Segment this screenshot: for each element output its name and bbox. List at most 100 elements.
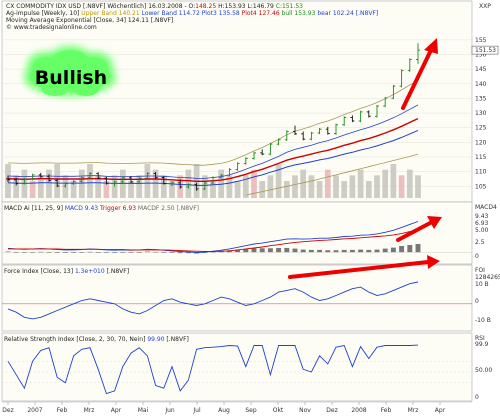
title-part: Force Index [Close, 13]	[4, 268, 73, 275]
volume-bar	[103, 181, 110, 198]
price-panel: 105110115120125130135140145150155151.53 …	[1, 0, 499, 203]
x-tick-label: 2007	[27, 407, 42, 414]
rsi-axis-label: 0	[475, 394, 479, 401]
price-bar	[252, 151, 256, 160]
title-part: H:153.93	[216, 3, 246, 10]
macd-tag: MACD4	[475, 204, 497, 211]
macdf-bar	[267, 248, 273, 253]
macdf-bar	[177, 252, 183, 254]
macdf-bar	[120, 252, 126, 253]
force-index-panel: 1284265710 B 0 -10 B Force Index [Close, 1…	[1, 255, 500, 332]
title-part: Relative Strength Index [Close, 2, 30, 7…	[4, 336, 145, 343]
rsi-tag: RSI	[475, 335, 485, 342]
price-tick-label: 135	[475, 95, 487, 102]
macdf-bar	[144, 251, 150, 253]
volume-bar	[275, 164, 282, 198]
rsi-title: Relative Strength Index [Close, 2, 30, 7…	[4, 336, 189, 343]
price-bar	[317, 128, 322, 135]
x-tick-label: Okt	[273, 407, 284, 414]
x-tick-label: Sep	[245, 407, 257, 414]
macdf-bar	[112, 252, 118, 253]
title-part: CX COMMODITY IDX USD [.N8VF] Wöchentlich…	[6, 3, 195, 10]
price-bar	[112, 180, 117, 187]
volume-bar	[46, 169, 52, 198]
title-part: Upper Band 140.21	[79, 10, 139, 17]
macd-axis-label: 2.5	[475, 239, 485, 246]
price-series-line	[7, 79, 419, 166]
price-tick-label: 155	[475, 37, 487, 44]
force-axis-label: 10 B	[475, 281, 489, 288]
x-tick-label: Dez	[326, 407, 337, 414]
price-bar	[309, 131, 314, 141]
trend-arrow-macd	[396, 216, 442, 242]
price-bar	[104, 176, 109, 185]
title-part: Ag-impulse [Weekly, 10]	[6, 10, 79, 17]
macdf-bar	[390, 247, 396, 253]
price-bar	[301, 131, 306, 141]
title-part: Trigger 6.93	[98, 205, 136, 212]
price-bar	[170, 181, 174, 187]
volume-bar	[78, 169, 85, 198]
price-tick-label: 150	[475, 52, 487, 59]
rsi-axis-label: 50.00	[475, 367, 492, 374]
volume-bar	[283, 181, 290, 198]
title-part: Moving Average Exponential [Close, 34] 1…	[6, 17, 173, 24]
macd-axis-label: 9.43	[475, 213, 489, 220]
price-bar	[47, 174, 51, 182]
macdf-bar	[46, 252, 52, 253]
rsi-panel: 99.9 50.00 0 Relative Strength Index [Clos…	[1, 332, 492, 402]
x-tick-label: Mrz	[408, 407, 419, 414]
x-tick-label: 2008	[351, 407, 366, 414]
x-tick-label: Apr	[435, 407, 446, 414]
x-tick-label: Mai	[138, 407, 149, 414]
volume-bar	[160, 175, 167, 198]
macdf-bar	[284, 247, 290, 253]
volume-bar	[398, 175, 405, 198]
price-bar	[22, 177, 27, 185]
volume-bar	[87, 164, 93, 198]
x-tick-label: Aug	[218, 407, 230, 414]
macdf-bar	[415, 244, 421, 253]
volume-bar	[13, 175, 20, 198]
x-tick-label: Jul	[192, 407, 201, 414]
price-bar	[276, 138, 281, 146]
volume-bar	[292, 175, 298, 198]
trend-arrow-price	[401, 38, 438, 110]
macd-axis-label: 0	[475, 253, 479, 260]
macdf-bar	[71, 252, 77, 253]
volume-bar	[406, 169, 413, 198]
rsi-line	[7, 344, 419, 395]
trend-arrow-force	[288, 255, 440, 279]
macdf-bar	[54, 252, 60, 253]
price-bar	[14, 177, 19, 186]
title-part: [.N8VF]	[165, 336, 189, 343]
macdf-bar	[407, 245, 413, 253]
price-bar	[211, 176, 215, 185]
macdf-bar	[308, 249, 314, 253]
x-tick-label: Dez	[2, 407, 13, 414]
price-bar	[383, 96, 388, 108]
price-series-line	[245, 153, 419, 196]
macdf-bar	[358, 249, 364, 253]
title-part: 1.3e+010	[73, 268, 105, 275]
symbol-tag: XXP	[479, 3, 491, 10]
macd-title: MACD Ai [11, 25, 9] MACD 9.43 Trigger 6.…	[4, 205, 199, 212]
title-part: MACDF 2.50 [.N8VF]	[136, 205, 199, 212]
volume-bar	[95, 175, 102, 198]
title-part: C:151.53	[274, 3, 303, 10]
price-bar	[137, 177, 142, 184]
rsi-axis-label: 99.9	[475, 341, 489, 348]
price-bar	[243, 157, 248, 165]
title-part: bull 153.93	[280, 10, 316, 17]
price-bar	[178, 179, 183, 189]
macd-panel: 9.436.935.00 2.5 0 MACD Ai [11, 25, 9] MAC…	[1, 201, 497, 265]
title-part: Lower Band 114.72	[140, 10, 200, 17]
macd-axis-label: 6.93	[475, 220, 489, 227]
macdf-bar	[349, 249, 355, 253]
x-tick-label: Feb	[57, 407, 68, 414]
macdf-bar	[5, 251, 11, 253]
last-price-box	[471, 45, 499, 55]
price-bar	[120, 176, 125, 184]
x-axis: Dez 2007 Feb Mrz Apr Mai Jun Jul Aug Sep Okt Nov Dez…	[2, 401, 472, 414]
price-tick-label: 130	[475, 110, 487, 117]
